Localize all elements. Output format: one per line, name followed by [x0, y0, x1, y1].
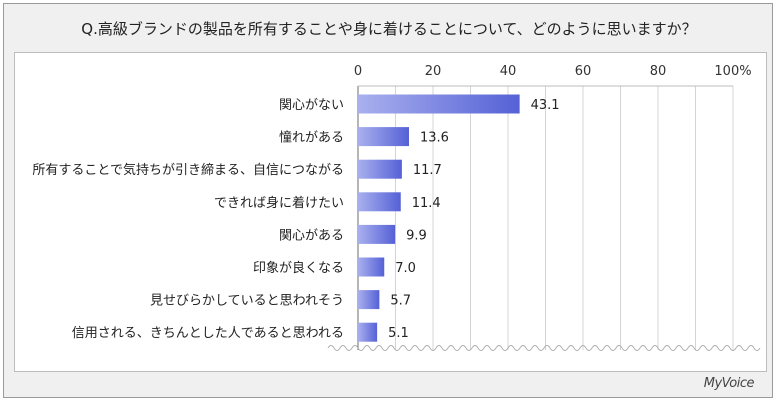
x-tick-label: 20 — [425, 64, 442, 79]
data-label: 13.6 — [420, 131, 449, 146]
category-label: 憧れがある — [279, 131, 344, 146]
bar — [358, 94, 520, 114]
x-tick-label: 40 — [500, 64, 517, 79]
category-label: 信用される、きちんとした人であると思われる — [72, 326, 344, 341]
category-label: できれば身に着けたい — [214, 195, 344, 211]
bar — [358, 257, 385, 277]
data-label: 11.4 — [412, 196, 441, 211]
category-label: 見せびらかしていると思われそう — [150, 294, 344, 309]
bar — [358, 290, 380, 310]
bar — [358, 159, 402, 179]
bar — [358, 127, 409, 147]
bar — [358, 192, 401, 212]
data-label: 5.1 — [388, 326, 409, 341]
bar — [358, 224, 396, 244]
x-tick-label: 0 — [354, 64, 362, 79]
chart-title: Q.高級ブランドの製品を所有することや身に着けることについて、どのように思います… — [81, 20, 697, 38]
data-label: 9.9 — [406, 228, 427, 243]
data-label: 7.0 — [395, 261, 416, 276]
chart-frame: Q.高級ブランドの製品を所有することや身に着けることについて、どのように思います… — [3, 3, 773, 398]
x-tick-label: 60 — [575, 64, 592, 79]
category-label: 所有することで気持ちが引き締まる、自信につながる — [32, 162, 344, 178]
data-label: 5.7 — [390, 294, 411, 309]
category-label: 関心がある — [279, 228, 344, 243]
data-label: 11.7 — [413, 163, 442, 178]
bar — [358, 322, 378, 342]
axis-break-wave — [327, 345, 761, 351]
category-label: 関心がない — [279, 98, 344, 113]
category-label: 印象が良くなる — [253, 260, 344, 276]
x-tick-label: 80 — [650, 64, 667, 79]
x-tick-label: 100% — [714, 64, 751, 79]
data-label: 43.1 — [531, 98, 560, 113]
brand-logo: MyVoice — [703, 376, 755, 391]
